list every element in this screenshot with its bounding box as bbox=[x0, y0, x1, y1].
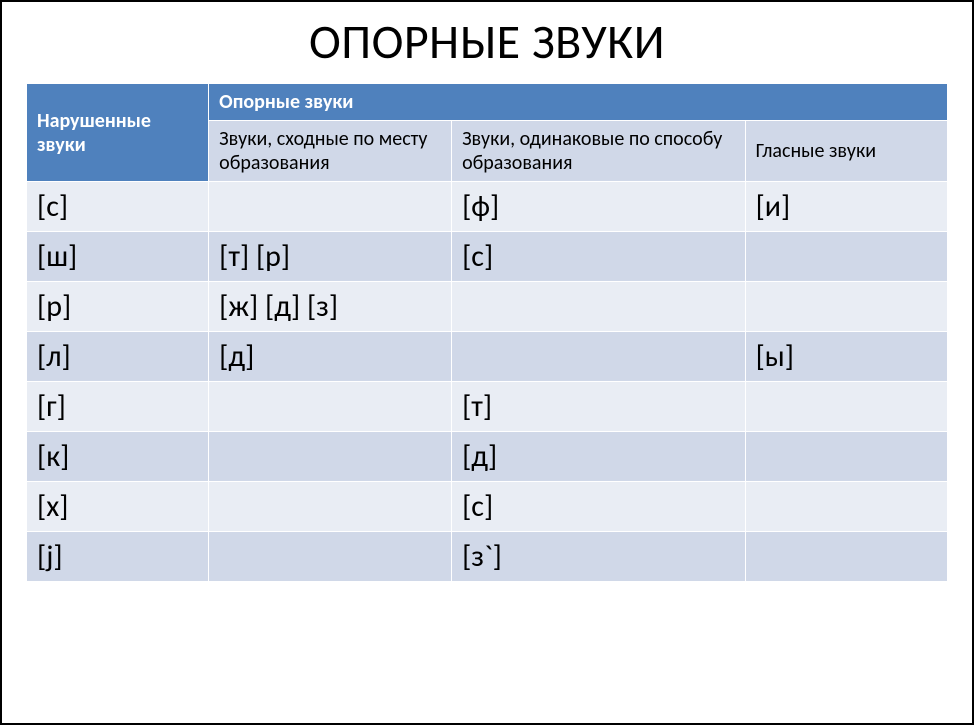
cell bbox=[209, 532, 452, 582]
cell bbox=[745, 432, 947, 482]
cell: [j] bbox=[27, 532, 209, 582]
cell: [р] bbox=[27, 282, 209, 332]
table-row: [к] [д] bbox=[27, 432, 948, 482]
cell bbox=[745, 532, 947, 582]
cell: [т] bbox=[452, 382, 746, 432]
cell: [д] bbox=[209, 332, 452, 382]
sounds-table: Нарушенные звуки Опорные звуки Звуки, сх… bbox=[26, 83, 948, 582]
table-header-row-1: Нарушенные звуки Опорные звуки bbox=[27, 84, 948, 121]
cell: [г] bbox=[27, 382, 209, 432]
cell: [ф] bbox=[452, 182, 746, 232]
table-row: [х] [с] bbox=[27, 482, 948, 532]
subheader-col-3: Звуки, одинаковые по способу образования bbox=[452, 121, 746, 182]
cell bbox=[452, 282, 746, 332]
cell bbox=[209, 182, 452, 232]
cell bbox=[745, 282, 947, 332]
cell: [д] bbox=[452, 432, 746, 482]
cell bbox=[209, 382, 452, 432]
table-row: [р] [ж] [д] [з] bbox=[27, 282, 948, 332]
cell bbox=[745, 232, 947, 282]
cell bbox=[452, 332, 746, 382]
table-row: [j] [з`] bbox=[27, 532, 948, 582]
cell bbox=[209, 432, 452, 482]
table-row: [с] [ф] [и] bbox=[27, 182, 948, 232]
cell: [з`] bbox=[452, 532, 746, 582]
header-col-1: Нарушенные звуки bbox=[27, 84, 209, 182]
table-row: [л] [д] [ы] bbox=[27, 332, 948, 382]
table-row: [ш] [т] [р] [с] bbox=[27, 232, 948, 282]
cell: [с] bbox=[452, 232, 746, 282]
cell: [с] bbox=[452, 482, 746, 532]
cell: [л] bbox=[27, 332, 209, 382]
cell: [ы] bbox=[745, 332, 947, 382]
table-row: [г] [т] bbox=[27, 382, 948, 432]
cell: [к] bbox=[27, 432, 209, 482]
cell: [ш] bbox=[27, 232, 209, 282]
header-merged: Опорные звуки bbox=[209, 84, 948, 121]
slide-page: ОПОРНЫЕ ЗВУКИ Нарушенные звуки Опорные з… bbox=[0, 0, 974, 725]
subheader-col-2: Звуки, сходные по месту образования bbox=[209, 121, 452, 182]
cell bbox=[745, 382, 947, 432]
cell: [с] bbox=[27, 182, 209, 232]
cell: [х] bbox=[27, 482, 209, 532]
cell bbox=[209, 482, 452, 532]
cell: [т] [р] bbox=[209, 232, 452, 282]
cell bbox=[745, 482, 947, 532]
cell: [и] bbox=[745, 182, 947, 232]
page-title: ОПОРНЫЕ ЗВУКИ bbox=[26, 12, 948, 71]
subheader-col-4: Гласные звуки bbox=[745, 121, 947, 182]
cell: [ж] [д] [з] bbox=[209, 282, 452, 332]
